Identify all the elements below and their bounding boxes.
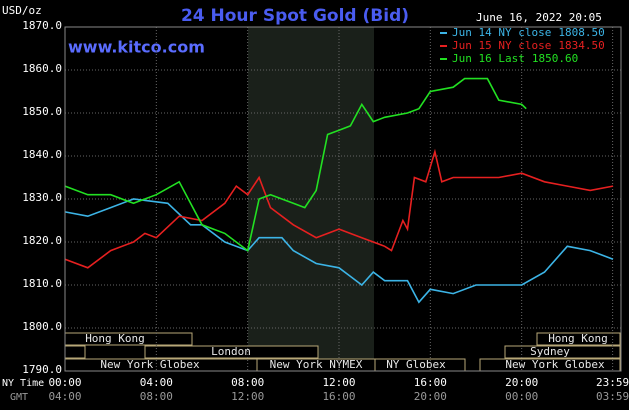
legend-value: 1850.60 xyxy=(532,52,578,65)
x2-tick-label: 00:00 xyxy=(505,390,538,403)
x-axis-label: NY Time xyxy=(2,378,44,389)
sessions: Hong Kong Hong Kong London Sydney New Yo… xyxy=(64,332,621,372)
y-tick-label: 1850.0 xyxy=(22,105,62,118)
session-label: NY Globex xyxy=(386,358,446,371)
session-box xyxy=(536,332,621,346)
x2-tick-label: 20:00 xyxy=(414,390,447,403)
x-tick-label: 08:00 xyxy=(231,376,264,389)
legend-value: 1834.50 xyxy=(558,39,604,52)
session-label: London xyxy=(211,345,251,358)
legend-entry: Jun 16 Last 1850.60 xyxy=(452,52,578,65)
session-label: New York Globex xyxy=(505,358,605,371)
y-tick-label: 1790.0 xyxy=(22,363,62,376)
x-tick-label: 20:00 xyxy=(505,376,538,389)
x2-tick-label: 16:00 xyxy=(322,390,355,403)
x-tick-label: 12:00 xyxy=(322,376,355,389)
y-tick-label: 1820.0 xyxy=(22,234,62,247)
legend-entry: Jun 15 NY close 1834.50 xyxy=(452,39,605,52)
legend-name: Jun 14 NY close xyxy=(452,26,551,39)
x2-axis-label: GMT xyxy=(10,392,28,403)
legend-value: 1808.50 xyxy=(558,26,604,39)
timestamp: June 16, 2022 20:05 xyxy=(476,11,602,24)
y-tick-label: 1810.0 xyxy=(22,277,62,290)
session-label: Hong Kong xyxy=(85,332,145,345)
x-tick-label: 00:00 xyxy=(48,376,81,389)
legend-name: Jun 15 NY close xyxy=(452,39,551,52)
legend: Jun 14 NY close 1808.50 Jun 15 NY close 183… xyxy=(440,26,605,65)
session-label: New York NYMEX xyxy=(270,358,363,371)
series-line xyxy=(64,148,614,269)
plot-frame xyxy=(64,26,622,372)
session-label: New York Globex xyxy=(100,358,200,371)
session-box xyxy=(504,345,621,359)
y-tick-label: 1860.0 xyxy=(22,62,62,75)
session-box xyxy=(144,345,319,359)
y-tick-label: 1840.0 xyxy=(22,148,62,161)
y-tick-label: 1800.0 xyxy=(22,320,62,333)
x-tick-label: 16:00 xyxy=(414,376,447,389)
session-label: Sydney xyxy=(530,345,570,358)
x2-tick-label: 03:59 xyxy=(596,390,629,403)
y-tick-label: 1870.0 xyxy=(22,19,62,32)
legend-name: Jun 16 Last xyxy=(452,52,525,65)
x2-tick-label: 12:00 xyxy=(231,390,264,403)
session-box xyxy=(64,345,86,359)
lines xyxy=(64,77,614,304)
x2-tick-label: 04:00 xyxy=(48,390,81,403)
watermark: www.kitco.com xyxy=(68,38,205,57)
legend-entry: Jun 14 NY close 1808.50 xyxy=(452,26,605,39)
x-tick-label: 04:00 xyxy=(140,376,173,389)
chart-title: 24 Hour Spot Gold (Bid) xyxy=(181,6,409,26)
x-tick-label: 23:59 xyxy=(596,376,629,389)
y-axis-label: USD/oz xyxy=(2,4,42,17)
x2-tick-label: 08:00 xyxy=(140,390,173,403)
session-label: Hong Kong xyxy=(548,332,608,345)
y-tick-label: 1830.0 xyxy=(22,191,62,204)
series-line xyxy=(64,77,527,252)
